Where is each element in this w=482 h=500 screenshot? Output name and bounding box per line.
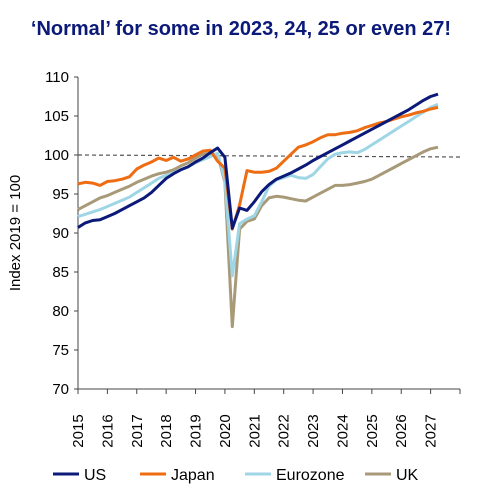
x-tick-label: 2024 bbox=[334, 414, 351, 447]
series-line-japan bbox=[77, 105, 439, 231]
legend-label-us: US bbox=[84, 467, 106, 484]
series-line-uk bbox=[77, 145, 439, 329]
y-tick-label: 100 bbox=[44, 147, 69, 164]
series-group bbox=[77, 92, 439, 329]
y-tick-label: 70 bbox=[52, 381, 69, 398]
x-tick-label: 2016 bbox=[99, 414, 116, 447]
axes: 70 75 80 85 90 95 100 105 110 2015 2016 2017 2018 201… bbox=[7, 69, 461, 448]
y-tick-label: 90 bbox=[52, 225, 69, 242]
legend-label-uk: UK bbox=[396, 467, 419, 484]
y-tick-label: 95 bbox=[52, 186, 69, 203]
legend-label-japan: Japan bbox=[171, 467, 215, 484]
y-tick-label: 80 bbox=[52, 303, 69, 320]
x-tick-label: 2026 bbox=[393, 414, 410, 447]
legend-label-eurozone: Eurozone bbox=[276, 467, 345, 484]
y-tick-label: 75 bbox=[52, 342, 69, 359]
x-tick-label: 2022 bbox=[276, 414, 293, 447]
x-tick-label: 2015 bbox=[70, 414, 87, 447]
series-line-eurozone bbox=[77, 102, 439, 278]
reference-line bbox=[77, 154, 461, 158]
x-tick-label: 2021 bbox=[246, 414, 263, 447]
y-tick-label: 105 bbox=[44, 108, 69, 125]
x-tick-label: 2023 bbox=[305, 414, 322, 447]
x-tick-label: 2020 bbox=[217, 414, 234, 447]
x-tick-label: 2017 bbox=[129, 414, 146, 447]
x-tick-label: 2027 bbox=[423, 414, 440, 447]
y-tick-label: 110 bbox=[45, 69, 69, 86]
chart-title: ‘Normal’ for some in 2023, 24, 25 or eve… bbox=[30, 18, 452, 40]
x-tick-label: 2018 bbox=[158, 414, 175, 447]
series-line-us bbox=[77, 92, 439, 230]
reference-line-group bbox=[77, 154, 461, 158]
x-tick-label: 2025 bbox=[364, 414, 381, 447]
y-axis-label: Index 2019 = 100 bbox=[7, 175, 24, 291]
legend: US Japan Eurozone UK bbox=[53, 467, 419, 484]
y-tick-label: 85 bbox=[52, 264, 69, 281]
x-tick-label: 2019 bbox=[188, 414, 205, 447]
